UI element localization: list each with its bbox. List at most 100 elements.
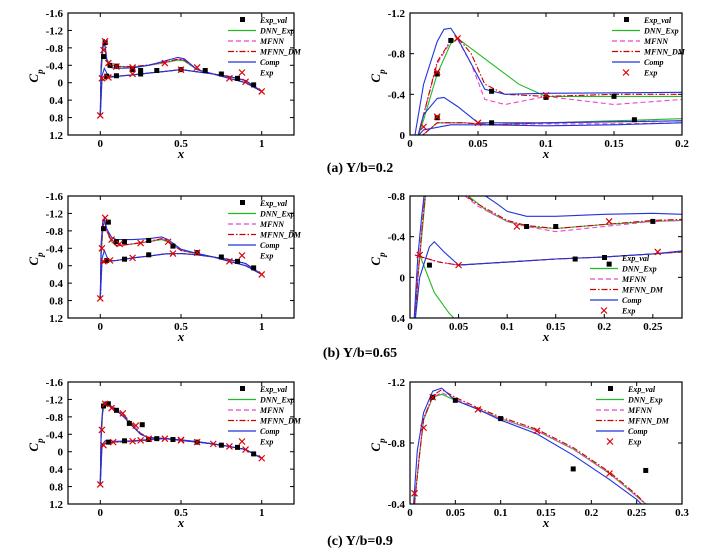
exp-point [119,409,127,417]
exp-val-point [235,444,240,450]
legend-marker-x [600,307,608,314]
exp-point [98,74,106,82]
exp-val-point [113,407,119,413]
legend-marker-square [608,386,613,391]
legend-label: Exp_val [643,16,672,25]
exp-point [129,437,136,445]
y-tick-label: -0.8 [46,43,64,55]
exp-val-point [218,442,224,448]
y-tick-label: 1.2 [49,499,63,511]
exp-point [242,78,249,86]
exp-point [137,436,145,444]
x-tick-label: 0.3 [675,507,689,519]
legend-label: Exp_val [259,199,288,208]
exp-val-point [434,115,440,121]
series-line-mfnn-dm [465,196,682,230]
legend-label: Comp [622,296,642,305]
exp-point [226,443,233,450]
exp-point [193,438,201,446]
exp-point [242,446,249,453]
exp-val-point [489,88,495,94]
exp-val-point [235,75,240,81]
legend-label: Exp_val [627,385,656,394]
y-tick-label: -0.4 [388,89,406,101]
chart-panel-1: 0 0.5 1 -1.6 -1.2 -0.8 -0.4 0 0.4 0.8 1.2 x Cp Exp_va… [26,8,302,161]
exp-val-point [631,117,637,123]
legend-label: Comp [644,58,664,67]
x-tick-label: 1 [259,138,265,150]
legend-marker-square [602,255,607,260]
series-line-comp [413,387,642,504]
series-line-dnn-exp [417,37,682,135]
x-tick-label: 0 [98,321,104,333]
legend-marker-square [240,200,245,205]
plot-area [414,27,682,135]
exp-val-point [113,239,119,245]
exp-val-point [170,437,176,443]
exp-val-point [218,254,224,260]
exp-point [258,88,266,95]
y-tick-label: 0.4 [391,313,405,325]
exp-point [258,454,266,462]
exp-point [100,257,107,265]
legend-marker-x [622,69,630,76]
y-tick-label: 0 [58,447,64,459]
exp-val-point [543,94,549,100]
legend-label: Exp [627,438,641,447]
exp-val-point [122,256,127,262]
x-axis-label: x [177,146,185,161]
y-tick-label: 0.8 [49,296,63,308]
legend-marker-square [624,17,629,22]
exp-val-point [130,67,136,73]
exp-val-point [146,437,152,443]
exp-val-point [498,416,504,422]
exp-point [104,59,112,67]
exp-val-point [235,258,240,264]
exp-val-point [643,467,649,473]
exp-val-point [122,438,127,444]
legend-marker-x [238,252,246,259]
x-tick-label: 0.05 [468,138,488,150]
exp-point [98,426,106,434]
exp-val-point [138,71,144,77]
x-axis-label: x [177,329,185,344]
series-line-comp [418,122,682,135]
chart-panel-3: 0 0.5 1 -1.6 -1.2 -0.8 -0.4 0 0.4 0.8 1.2 x Cp Exp_va… [26,191,302,344]
x-tick-label: 0.25 [643,321,663,333]
y-tick-label: -0.8 [46,412,64,424]
legend-label: Exp_val [259,385,288,394]
y-axis-label: Cp [26,252,45,266]
exp-point [104,74,112,81]
y-tick-label: 0 [400,130,406,142]
exp-point [455,261,462,269]
legend-label: MFNN [259,37,285,46]
series-line-comp [413,196,425,318]
x-tick-label: 1 [259,321,265,333]
legend-label: DNN_Exp [621,265,657,274]
exp-point [258,271,266,278]
exp-val-point [570,466,576,472]
y-tick-label: 0.4 [49,464,63,476]
plot-frame [409,381,683,505]
y-tick-label: -1.2 [46,25,64,37]
exp-point [605,217,613,225]
y-tick-label: 0 [400,272,406,284]
y-tick-label: -0.4 [46,243,64,255]
exp-point [474,119,482,127]
exp-point [433,68,441,76]
y-axis-label: Cp [368,252,387,266]
x-tick-label: 0.1 [539,138,553,150]
y-tick-label: -0.4 [388,232,406,244]
series-line-dnn-exp [419,254,455,318]
exp-point [113,63,120,71]
y-tick-label: 0.8 [49,482,63,494]
x-axis-label: x [542,329,550,344]
exp-point [193,249,201,257]
legend-label: MFNN_DM [259,231,302,240]
exp-point [606,470,613,477]
legend-label: Exp [259,252,273,261]
exp-val-point [126,420,132,426]
x-tick-label: 0 [407,138,413,150]
exp-point [132,422,140,429]
y-tick-label: -0.8 [388,191,406,203]
